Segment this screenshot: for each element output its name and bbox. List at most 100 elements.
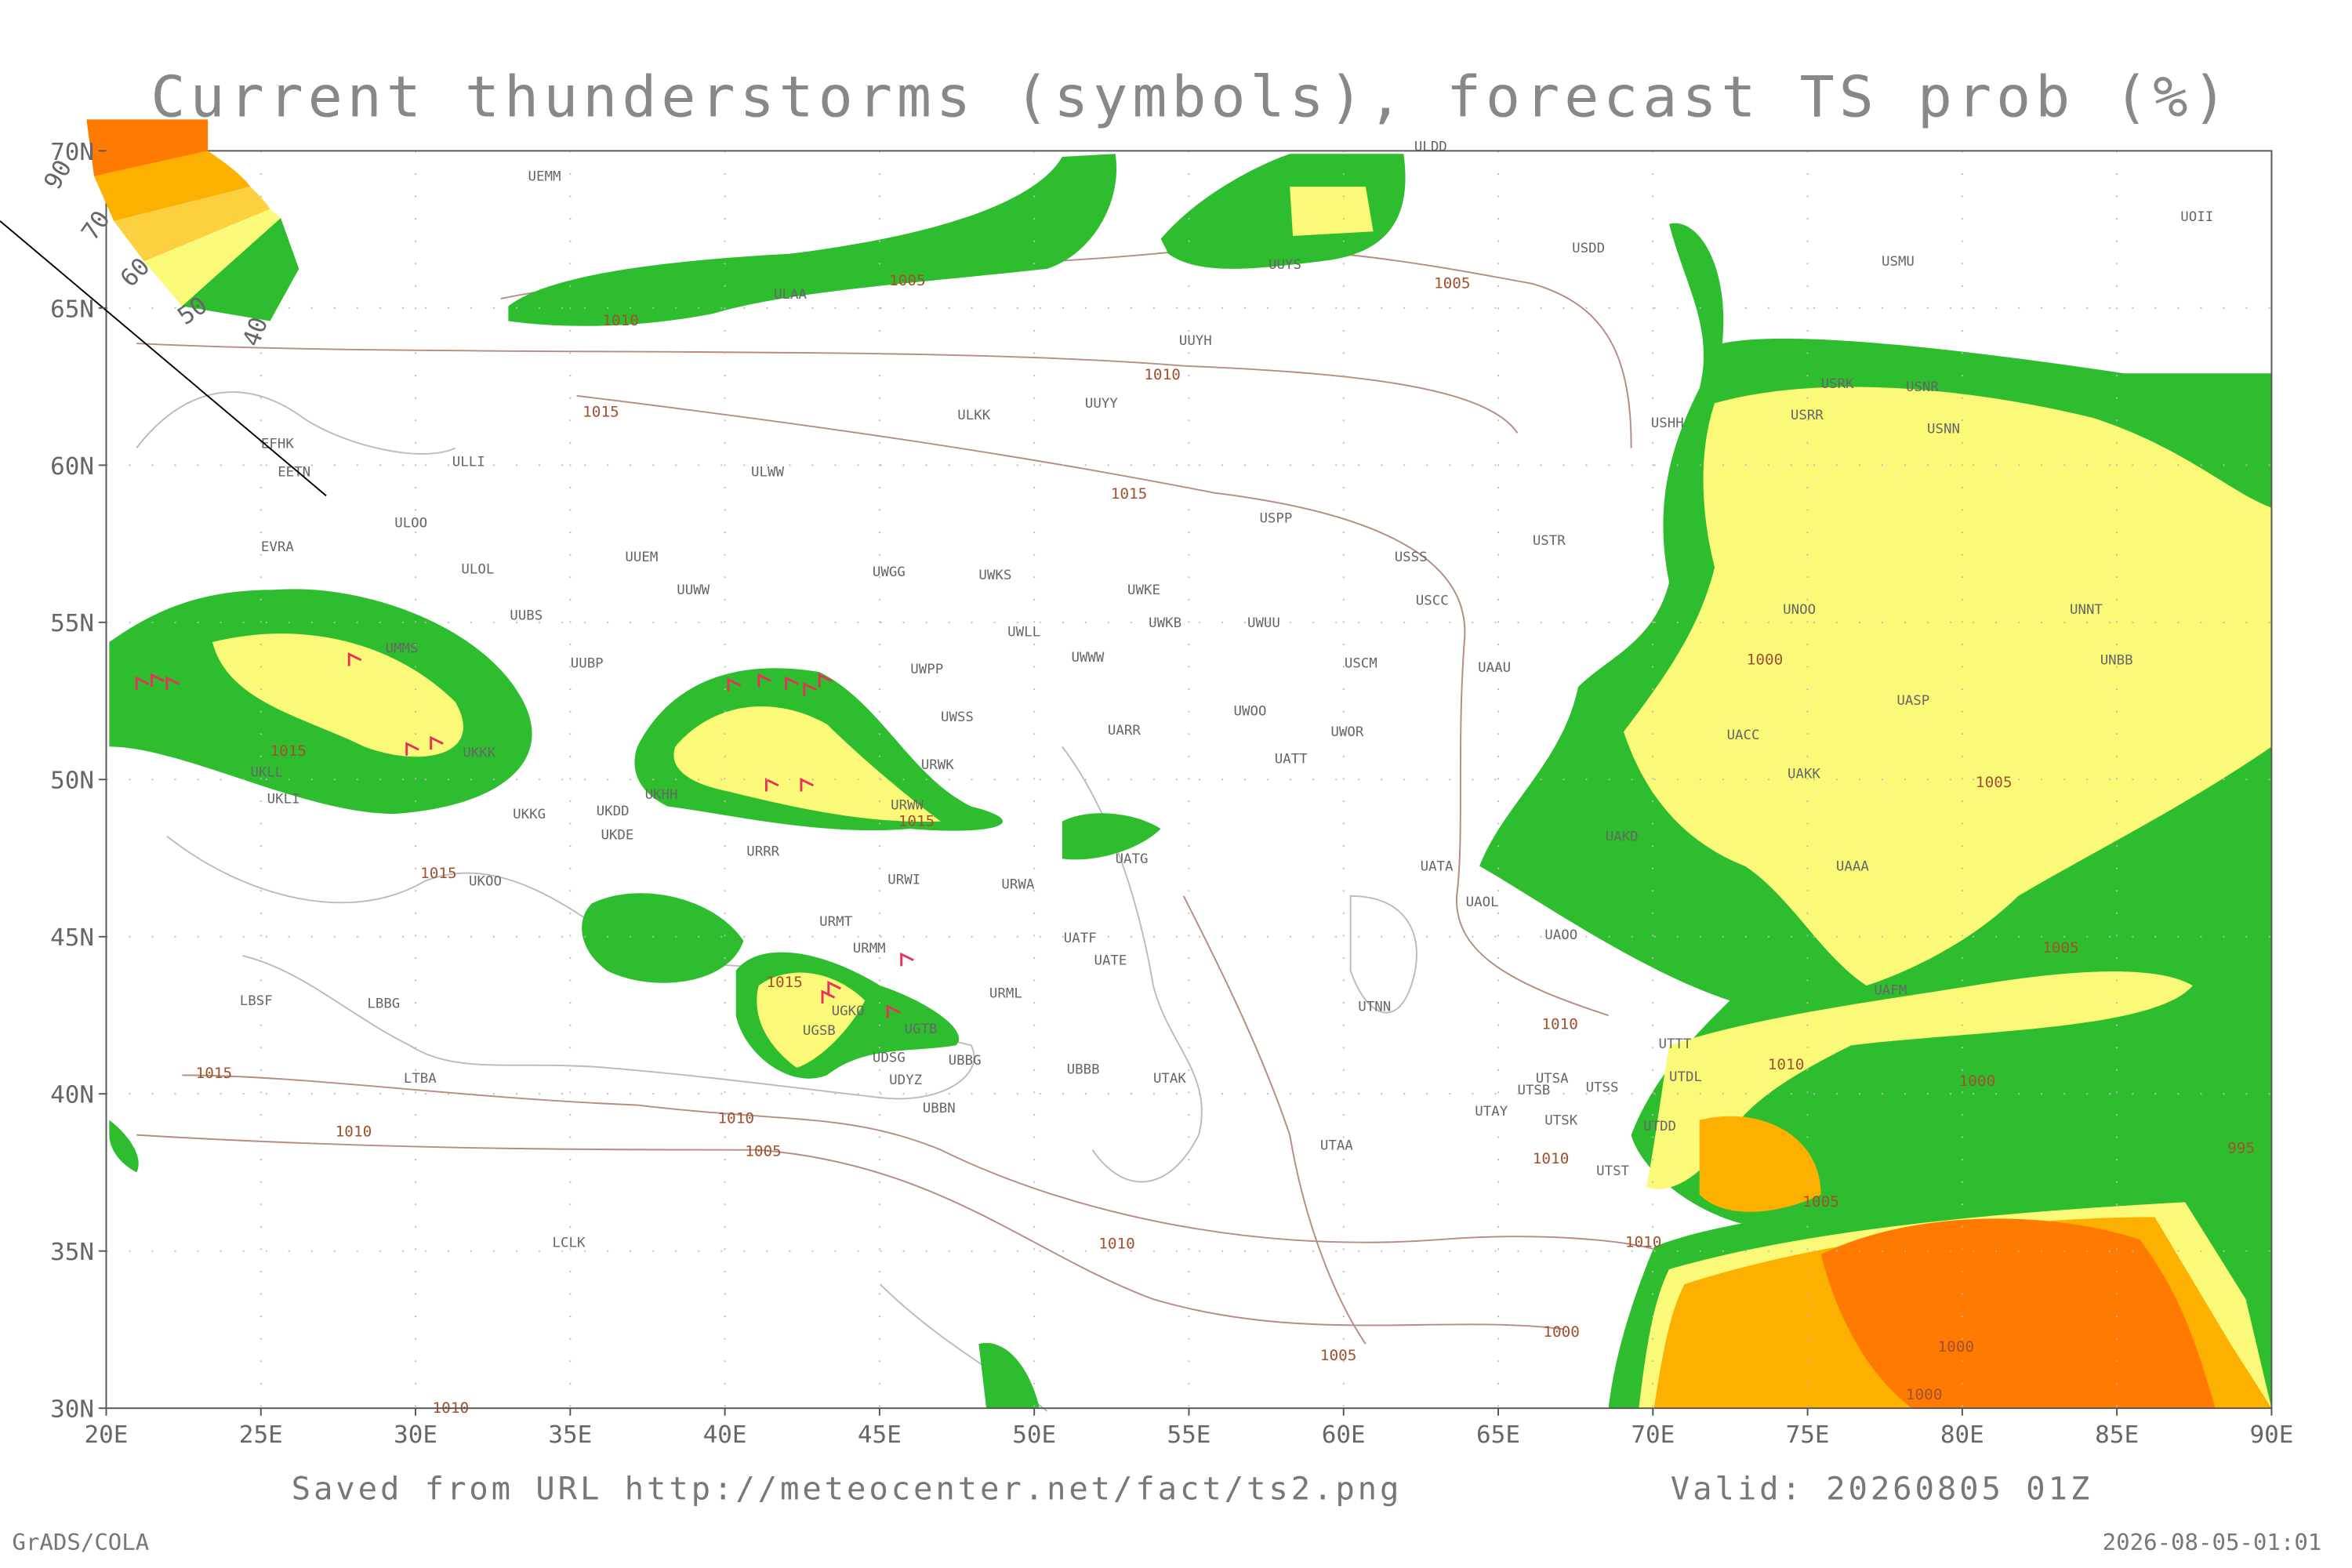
lon-tick-label: 65E <box>1476 1421 1520 1449</box>
lat-tick-label: 70N <box>50 138 94 166</box>
lon-tick-label: 45E <box>858 1421 902 1449</box>
plot-area: ULDD UEMM USDD USMU UOII UUYS ULAA UUYH USRK USNR… <box>105 140 2273 1417</box>
station-label: URMT <box>819 914 852 930</box>
station-label: USRR <box>1791 408 1824 423</box>
lat-tick-label: 60N <box>50 452 94 481</box>
station-label: ULKK <box>957 408 991 423</box>
station-label: LTBA <box>404 1071 437 1087</box>
station-label: UTAK <box>1153 1071 1187 1087</box>
lon-tick-label: 75E <box>1786 1421 1830 1449</box>
isobar-label: 1005 <box>2042 938 2079 956</box>
lon-tick-label: 40E <box>703 1421 747 1449</box>
station-label: UUYH <box>1179 333 1212 349</box>
station-label: UATE <box>1094 953 1127 969</box>
lon-tick-label: 60E <box>1322 1421 1366 1449</box>
station-label: USMU <box>1882 254 1915 270</box>
station-label: UTTT <box>1658 1036 1691 1052</box>
isobar-label: 1010 <box>1144 365 1181 383</box>
station-label: UEMM <box>528 169 561 185</box>
station-label: UTSB <box>1517 1083 1550 1098</box>
lat-tick-label: 30N <box>50 1396 94 1424</box>
source-url: Saved from URL http://meteocenter.net/fa… <box>292 1471 1403 1508</box>
station-label: UTSA <box>1536 1071 1570 1087</box>
title: Current thunderstorms (symbols), forecas… <box>151 64 2231 130</box>
lat-tick-label: 65N <box>50 296 94 324</box>
station-label: UKDD <box>597 804 630 819</box>
station-label: UBBG <box>949 1053 982 1069</box>
isobar-label: 1005 <box>1802 1192 1839 1210</box>
isobar-label: 1010 <box>1541 1015 1578 1033</box>
timestamp: 2026-08-05-01:01 <box>2103 1529 2322 1555</box>
station-label: USSS <box>1395 550 1428 565</box>
lon-tick-label: 85E <box>2095 1421 2139 1449</box>
lon-tick-label: 30E <box>394 1421 437 1449</box>
station-label: UDSG <box>873 1050 906 1065</box>
isobar-label: 1015 <box>1111 485 1148 503</box>
station-label: UKKK <box>463 746 496 761</box>
isobar-label: 1015 <box>420 864 457 882</box>
station-label: ULWW <box>751 465 785 481</box>
station-label: UASP <box>1896 693 1929 709</box>
lon-tick-label: 80E <box>1940 1421 1984 1449</box>
station-label: UWGG <box>873 564 906 580</box>
station-label: UUYY <box>1085 396 1119 412</box>
lon-tick-label: 25E <box>239 1421 283 1449</box>
station-label: UUEM <box>625 550 658 565</box>
station-label: LCLK <box>553 1236 586 1251</box>
valid-time: Valid: 20260805 01Z <box>1671 1471 2092 1508</box>
station-label: UTDD <box>1643 1119 1676 1134</box>
station-label: UKHH <box>645 787 678 803</box>
isobar-label: 1010 <box>1768 1055 1805 1073</box>
station-label: UUBP <box>571 656 604 672</box>
isobar-label: 1015 <box>270 742 307 760</box>
isobar-label: 1010 <box>1625 1233 1662 1251</box>
lon-tick-label: 20E <box>85 1421 129 1449</box>
isobar-label: 1005 <box>1320 1346 1357 1364</box>
station-label: ULAA <box>774 287 808 303</box>
isobar-label: 1000 <box>1959 1072 1996 1090</box>
lat-tick-label: 50N <box>50 767 94 795</box>
isobar-label: 1010 <box>1098 1235 1135 1253</box>
station-label: UTSK <box>1544 1112 1578 1128</box>
station-label: UATG <box>1116 851 1149 867</box>
isobar-label: 1015 <box>583 403 619 421</box>
station-label: UKLI <box>267 792 300 808</box>
isobar-label: 995 <box>2227 1139 2255 1157</box>
station-label: UACC <box>1727 728 1760 743</box>
station-label: UKOO <box>469 874 502 890</box>
lon-tick-label: 50E <box>1012 1421 1056 1449</box>
station-label: UAKD <box>1606 829 1639 845</box>
station-label: UAOL <box>1466 895 1499 910</box>
station-label: UARR <box>1108 723 1142 739</box>
station-label: URML <box>989 986 1022 1002</box>
graticule <box>106 151 2272 1409</box>
station-label: URWW <box>891 798 924 814</box>
lon-tick-label: 55E <box>1167 1421 1210 1449</box>
isobar-label: 1005 <box>889 271 926 289</box>
isobar-label: 1010 <box>717 1109 754 1127</box>
station-label: UWOO <box>1234 704 1267 720</box>
station-label: ULLI <box>452 454 485 470</box>
station-label: UNBB <box>2100 653 2133 669</box>
station-label: USDD <box>1572 241 1605 256</box>
station-label: USTR <box>1533 533 1566 549</box>
station-label: UWKE <box>1127 583 1160 598</box>
isobar-label: 1000 <box>1543 1323 1580 1341</box>
lon-tick-label: 35E <box>548 1421 592 1449</box>
station-label: UTAA <box>1320 1138 1354 1154</box>
station-label: UTDL <box>1669 1069 1702 1085</box>
lon-tick-label: 90E <box>2249 1421 2293 1449</box>
station-label: UKLL <box>250 765 283 781</box>
station-label: UATT <box>1275 751 1308 767</box>
station-label: UWLL <box>1007 625 1040 641</box>
station-label: UTSS <box>1586 1080 1619 1096</box>
station-label: UAFM <box>1874 983 1907 999</box>
station-label: USHH <box>1651 416 1684 431</box>
station-label: URRR <box>746 844 780 860</box>
isobar-label: 1000 <box>1906 1385 1943 1403</box>
station-label: USRK <box>1821 376 1855 392</box>
station-label: UWSS <box>941 710 974 725</box>
axes: 20E 25E 30E 35E 40E 45E 50E 55E 60E 65E 70E 75E 80E 8… <box>50 138 2293 1449</box>
station-label: USCC <box>1416 593 1449 609</box>
